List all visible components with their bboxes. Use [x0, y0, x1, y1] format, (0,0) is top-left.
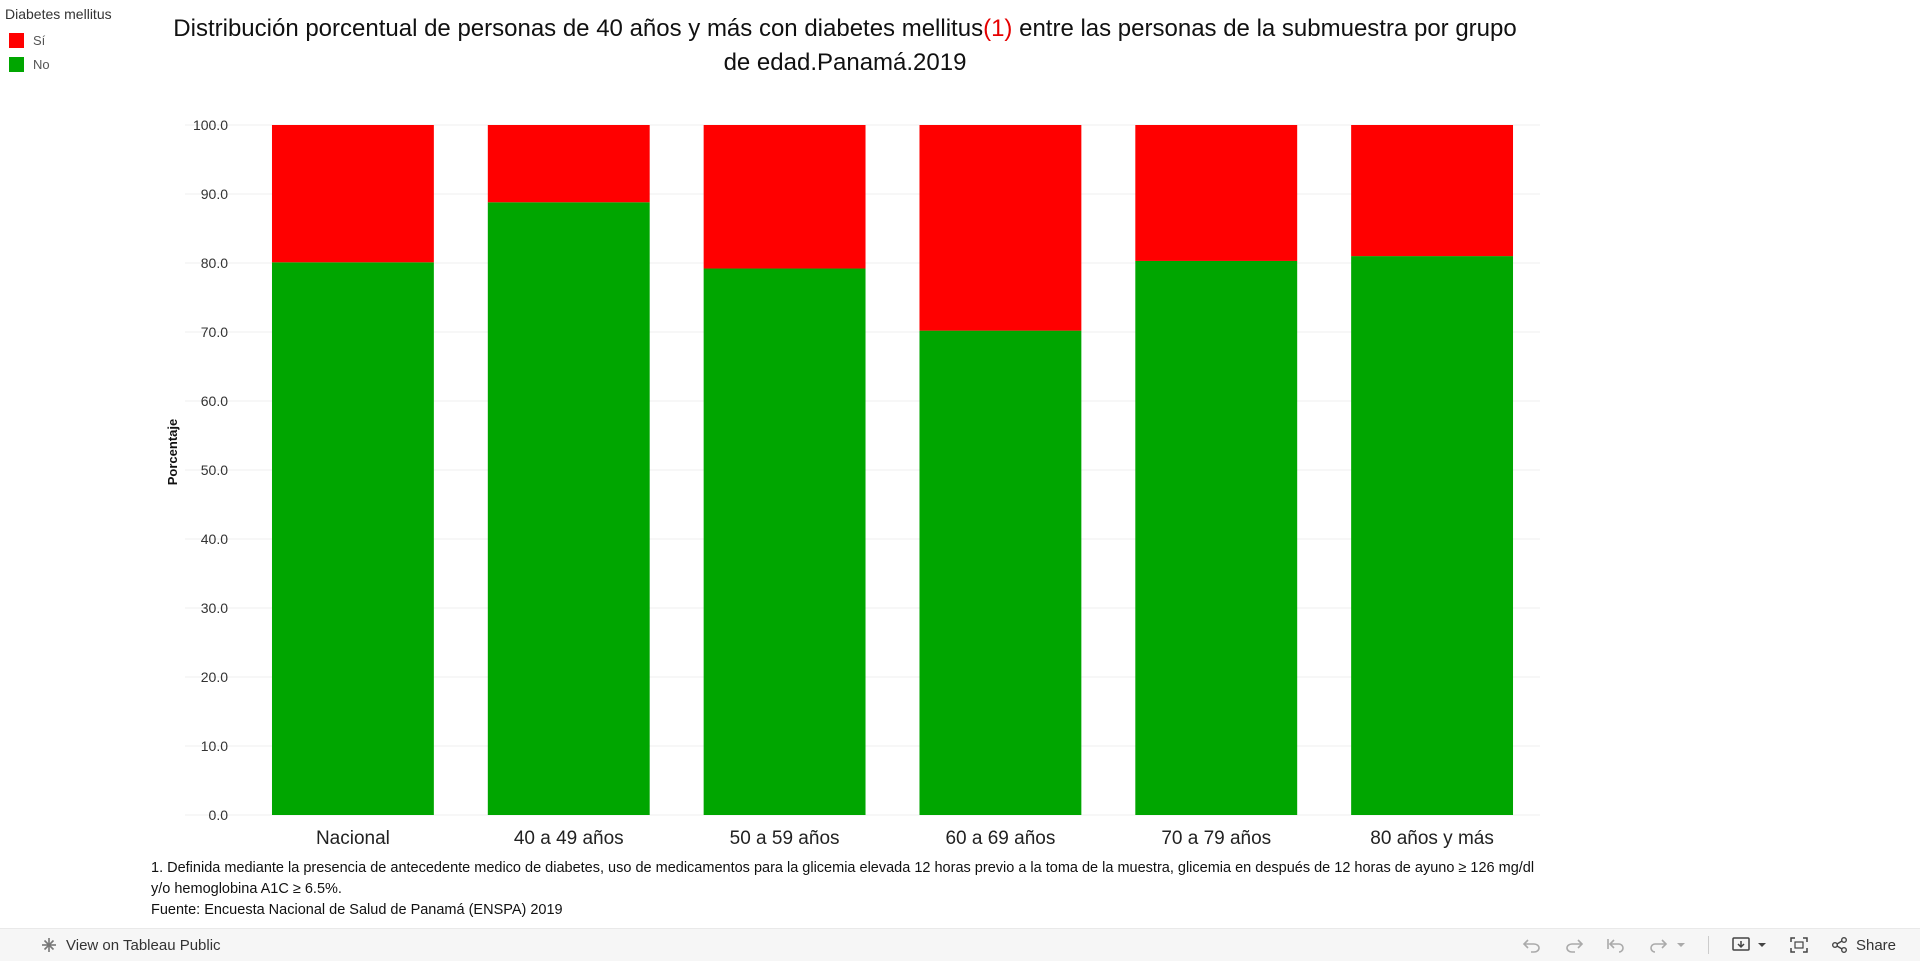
y-tick-label: 70.0: [201, 324, 228, 340]
bar-no-5[interactable]: [1351, 256, 1514, 816]
bar-no-0[interactable]: [271, 262, 434, 815]
bars: [271, 125, 1514, 816]
share-label: Share: [1855, 936, 1896, 954]
y-tick-label: 80.0: [201, 255, 228, 271]
y-axis-label: Porcentaje: [165, 419, 180, 485]
revert-icon[interactable]: [1606, 937, 1626, 953]
x-tick-label: 70 a 79 años: [1161, 828, 1271, 849]
view-on-tableau-label: View on Tableau Public: [66, 936, 221, 954]
bar-no-1[interactable]: [487, 202, 650, 815]
bar-s-2[interactable]: [703, 125, 866, 269]
bar-s-4[interactable]: [1135, 125, 1298, 261]
legend-swatch-si: [9, 32, 24, 48]
undo-icon[interactable]: [1522, 937, 1542, 953]
share-icon: [1831, 937, 1847, 953]
bar-s-5[interactable]: [1351, 125, 1514, 257]
chart-title-note: (1): [983, 15, 1013, 42]
chart-title-part2: entre las personas de la submuestra por …: [723, 15, 1517, 76]
y-tick-label: 20.0: [201, 669, 228, 685]
bar-no-4[interactable]: [1135, 260, 1298, 815]
download-dropdown-icon[interactable]: [1757, 941, 1767, 949]
bar-no-3[interactable]: [919, 330, 1082, 815]
view-on-tableau-link[interactable]: View on Tableau Public: [40, 936, 221, 954]
x-tick-label: 50 a 59 años: [730, 828, 840, 849]
x-tick-label: 80 años y más: [1370, 828, 1494, 849]
y-tick-label: 40.0: [201, 531, 228, 547]
bar-s-0[interactable]: [271, 125, 434, 263]
y-axis-ticks: 0.0 10.0 20.0 30.0 40.0 50.0 60.0 70.0 80.0 90.0 1…: [193, 117, 228, 823]
y-tick-label: 100.0: [193, 117, 228, 133]
toolbar-divider: [1707, 936, 1709, 954]
y-tick-label: 50.0: [201, 462, 228, 478]
legend-item-si[interactable]: Sí: [5, 28, 112, 52]
x-tick-label: 60 a 69 años: [945, 828, 1055, 849]
bar-s-1[interactable]: [487, 125, 650, 203]
y-tick-label: 90.0: [201, 186, 228, 202]
chart-title: Distribución porcentual de personas de 4…: [160, 12, 1530, 80]
x-tick-label: Nacional: [316, 828, 390, 849]
bar-s-3[interactable]: [919, 125, 1082, 331]
y-tick-label: 60.0: [201, 393, 228, 409]
download-icon[interactable]: [1731, 936, 1753, 954]
y-tick-label: 0.0: [209, 807, 229, 823]
legend-label-no: No: [33, 56, 50, 72]
refresh-icon[interactable]: [1648, 937, 1668, 953]
legend-title: Diabetes mellitus: [5, 6, 112, 22]
footnote-source: Fuente: Encuesta Nacional de Salud de Pa…: [151, 902, 563, 918]
legend-label-si: Sí: [33, 32, 46, 48]
x-axis-ticks: Nacional 40 a 49 años 50 a 59 años 60 a 69 …: [316, 828, 1494, 849]
footnote: 1. Definida mediante la presencia de ant…: [151, 858, 1551, 921]
legend: Diabetes mellitus Sí No: [5, 6, 112, 76]
fullscreen-icon[interactable]: [1789, 936, 1809, 954]
y-tick-label: 10.0: [201, 738, 228, 754]
legend-swatch-no: [9, 56, 24, 72]
y-tick-label: 30.0: [201, 600, 228, 616]
bar-no-2[interactable]: [703, 268, 866, 815]
share-button[interactable]: Share: [1831, 936, 1896, 954]
tableau-toolbar: View on Tableau Public Share: [0, 928, 1920, 961]
redo-icon[interactable]: [1564, 937, 1584, 953]
stacked-bar-chart: 0.0 10.0 20.0 30.0 40.0 50.0 60.0 70.0 80.0 90.0 1…: [165, 117, 1540, 849]
footnote-definition: 1. Definida mediante la presencia de ant…: [151, 860, 1535, 897]
tableau-logo-icon: [42, 938, 56, 952]
x-tick-label: 40 a 49 años: [514, 828, 624, 849]
chart-title-part1: Distribución porcentual de personas de 4…: [173, 15, 984, 42]
refresh-dropdown-icon[interactable]: [1676, 941, 1686, 949]
legend-item-no[interactable]: No: [5, 52, 112, 76]
